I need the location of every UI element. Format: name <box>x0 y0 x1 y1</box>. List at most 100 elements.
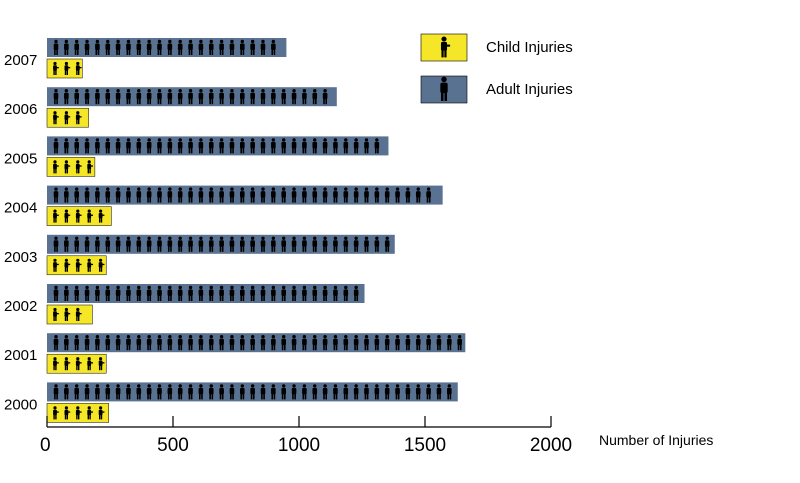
child-person-icon <box>64 209 71 223</box>
adult-person-icon <box>105 384 111 400</box>
bar-group-2005: 2005 <box>4 136 389 177</box>
child-person-icon <box>64 160 71 174</box>
adult-person-icon <box>136 89 142 105</box>
adult-person-icon <box>343 335 349 351</box>
adult-person-icon <box>291 89 297 105</box>
adult-person-icon <box>146 89 152 105</box>
adult-person-icon <box>322 236 328 252</box>
adult-person-icon <box>53 335 59 351</box>
adult-person-icon <box>188 335 193 351</box>
adult-person-icon <box>384 335 390 351</box>
adult-person-icon <box>74 39 79 55</box>
adult-person-icon <box>219 236 224 252</box>
adult-person-icon <box>447 384 452 400</box>
adult-person-icon <box>167 236 173 252</box>
adult-person-icon <box>177 285 183 301</box>
adult-person-icon <box>250 89 255 105</box>
adult-person-icon <box>157 89 162 105</box>
adult-person-icon <box>250 285 255 301</box>
child-person-icon <box>75 357 82 371</box>
adult-person-icon <box>208 187 214 203</box>
adult-icons-2006 <box>53 89 328 105</box>
child-person-icon <box>87 209 93 223</box>
adult-person-icon <box>219 138 224 154</box>
adult-person-icon <box>343 138 349 154</box>
adult-person-icon <box>333 236 338 252</box>
adult-person-icon <box>208 138 214 154</box>
adult-person-icon <box>229 285 235 301</box>
child-person-icon <box>53 406 59 420</box>
child-person-icon <box>53 160 59 174</box>
adult-person-icon <box>322 138 328 154</box>
child-person-icon <box>53 209 59 223</box>
adult-person-icon <box>374 138 380 154</box>
adult-person-icon <box>74 285 79 301</box>
adult-person-icon <box>343 384 349 400</box>
child-icons-2003 <box>53 258 105 272</box>
adult-person-icon <box>177 89 183 105</box>
adult-person-icon <box>415 384 421 400</box>
adult-person-icon <box>250 39 255 55</box>
adult-person-icon <box>302 335 307 351</box>
adult-person-icon <box>167 138 173 154</box>
adult-person-icon <box>457 335 462 351</box>
adult-person-icon <box>146 39 152 55</box>
child-icons-2005 <box>53 160 93 174</box>
child-person-icon <box>64 258 71 272</box>
bar-child-2002 <box>46 304 93 325</box>
adult-person-icon <box>188 285 193 301</box>
adult-person-icon <box>126 384 131 400</box>
adult-person-icon <box>208 384 214 400</box>
adult-person-icon <box>229 187 235 203</box>
adult-person-icon <box>291 187 297 203</box>
adult-person-icon <box>126 138 131 154</box>
adult-person-icon <box>74 384 79 400</box>
adult-person-icon <box>167 39 173 55</box>
adult-person-icon <box>198 187 204 203</box>
adult-person-icon <box>177 39 183 55</box>
adult-person-icon <box>271 89 276 105</box>
adult-person-icon <box>146 187 152 203</box>
adult-person-icon <box>53 384 59 400</box>
adult-person-icon <box>136 285 142 301</box>
adult-person-icon <box>115 236 121 252</box>
child-person-icon <box>75 111 82 125</box>
adult-person-icon <box>198 384 204 400</box>
adult-person-icon <box>353 187 359 203</box>
adult-person-icon <box>291 236 297 252</box>
adult-icons-2000 <box>53 384 452 400</box>
adult-person-icon <box>271 335 276 351</box>
adult-person-icon <box>198 138 204 154</box>
adult-person-icon <box>64 89 69 105</box>
year-label-2002: 2002 <box>4 298 37 315</box>
adult-person-icon <box>281 335 286 351</box>
adult-person-icon <box>229 335 235 351</box>
adult-person-icon <box>260 138 266 154</box>
adult-person-icon <box>167 335 173 351</box>
adult-person-icon <box>271 39 276 55</box>
adult-person-icon <box>208 236 214 252</box>
adult-person-icon <box>260 285 266 301</box>
child-person-icon <box>75 61 82 75</box>
year-label-2003: 2003 <box>4 249 37 266</box>
adult-person-icon <box>312 236 318 252</box>
adult-person-icon <box>53 89 59 105</box>
adult-person-icon <box>405 335 411 351</box>
adult-person-icon <box>440 76 448 101</box>
adult-person-icon <box>219 187 224 203</box>
adult-person-icon <box>426 384 431 400</box>
legend: Child Injuries Adult Injuries <box>420 33 573 104</box>
child-person-icon <box>75 209 82 223</box>
adult-person-icon <box>136 384 142 400</box>
child-person-icon <box>75 406 82 420</box>
x-axis-title: Number of Injuries <box>599 432 713 448</box>
adult-person-icon <box>84 89 90 105</box>
adult-person-icon <box>240 384 245 400</box>
bar-group-2001: 2001 <box>4 333 466 374</box>
adult-person-icon <box>126 335 131 351</box>
child-person-icon <box>64 61 71 75</box>
adult-person-icon <box>105 335 111 351</box>
adult-person-icon <box>364 384 369 400</box>
adult-person-icon <box>188 89 193 105</box>
adult-person-icon <box>229 39 235 55</box>
